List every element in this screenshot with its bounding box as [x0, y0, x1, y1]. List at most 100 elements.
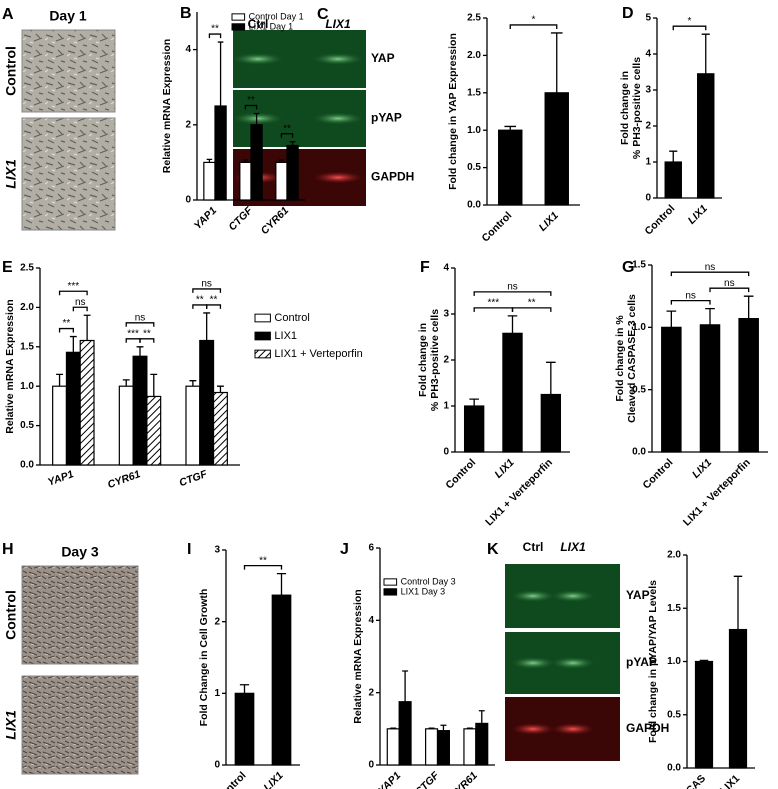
y-axis-label: Fold change in: [619, 71, 631, 145]
y-axis-label: Relative mRNA Expression: [352, 589, 364, 723]
significance-label: **: [247, 95, 255, 106]
bar: [203, 161, 216, 201]
y-axis-label: Fold change in pYAP/YAP Levels: [647, 580, 659, 743]
bar: [386, 728, 400, 766]
y-axis-label: Fold Change in Cell Growth: [198, 589, 210, 727]
error-bar: [666, 310, 677, 328]
x-tick-label: Control: [641, 457, 676, 492]
error-bar: [428, 727, 435, 729]
row-label: Control: [3, 590, 19, 640]
bar: [544, 92, 569, 206]
x-tick-label: CYR61: [259, 204, 292, 237]
y-tick-label: 1: [214, 688, 220, 699]
significance-label: ***: [127, 328, 139, 339]
significance-bracket: [139, 338, 155, 343]
bar: [540, 393, 562, 453]
bar: [664, 161, 682, 199]
significance-label: *: [688, 16, 692, 27]
bar: [52, 385, 68, 466]
significance-bracket: [58, 290, 88, 296]
error-bar: [206, 158, 213, 163]
error-bar: [546, 361, 556, 395]
micrograph: [21, 565, 139, 665]
y-tick-label: 0: [368, 760, 374, 771]
y-tick-label: 4: [185, 44, 191, 55]
bar: [271, 594, 292, 766]
legend-swatch: [254, 331, 271, 341]
y-tick-label: 1: [443, 401, 449, 412]
x-tick-label: CTGF: [226, 204, 255, 233]
band-label: pYAP: [626, 655, 657, 669]
x-tick-label: CYR61: [447, 769, 480, 789]
bar: [132, 355, 148, 466]
error-bar: [203, 312, 211, 341]
blot-band: [312, 112, 364, 125]
x-tick-label: CYR61: [106, 468, 142, 491]
bar: [146, 395, 162, 466]
x-tick-label: Control: [642, 203, 677, 238]
significance-bracket: [72, 306, 88, 312]
error-bar: [56, 373, 63, 387]
y-tick-label: 0: [443, 447, 449, 458]
bar: [661, 326, 682, 453]
legend-swatch: [383, 578, 398, 586]
x-tick-label: RCAS: [679, 773, 709, 789]
x-tick-label: LIX1: [690, 456, 714, 480]
x-tick-label: LIX1 + Verteporfin: [483, 457, 555, 529]
x-tick-label: Control: [479, 210, 514, 245]
x-tick-label: Control: [214, 770, 249, 789]
y-tick-label: 2.0: [667, 550, 681, 561]
legend-label: LIX1 Day 1: [249, 21, 294, 31]
x-tick-label: CTGF: [178, 468, 210, 489]
panel-label: G: [622, 259, 634, 276]
error-bar: [402, 670, 409, 702]
x-tick-label: YAP1: [376, 769, 403, 789]
significance-bracket: [670, 299, 711, 305]
error-bar: [150, 373, 158, 397]
panel-label: H: [2, 541, 14, 558]
error-bar: [504, 125, 517, 131]
y-tick-label: 6: [368, 543, 374, 554]
y-tick-label: 0: [645, 193, 651, 204]
blot-band: [551, 657, 595, 669]
bar: [79, 339, 95, 466]
significance-bracket: [473, 291, 552, 296]
y-tick-label: 4: [443, 263, 449, 274]
y-tick-label: 1.0: [20, 381, 34, 392]
panel-label: E: [2, 259, 13, 276]
significance-bracket: [244, 104, 258, 110]
y-tick-label: 3: [443, 309, 449, 320]
y-axis-label: Cleaved CASPASE-3 cells: [626, 294, 638, 423]
blot-band: [511, 657, 555, 669]
error-bar: [733, 575, 743, 630]
error-bar: [242, 159, 249, 163]
significance-label: ns: [724, 278, 735, 289]
significance-label: **: [211, 24, 219, 35]
significance-label: ***: [67, 281, 79, 292]
y-axis-label: % PH3-positive cells: [631, 57, 643, 159]
x-tick-label: Control: [443, 457, 478, 492]
bar: [286, 144, 299, 201]
legend-swatch: [254, 313, 271, 323]
bar: [199, 339, 215, 466]
significance-bracket: [243, 565, 283, 570]
bar: [728, 628, 748, 769]
lane-label: Ctrl: [523, 540, 544, 554]
y-tick-label: 4: [645, 49, 651, 60]
y-tick-label: 3: [645, 85, 651, 96]
blot-band: [312, 171, 364, 184]
band-label: GAPDH: [371, 170, 414, 184]
y-tick-label: 2: [185, 119, 191, 130]
significance-label: ns: [507, 281, 518, 292]
y-tick-label: 2: [645, 121, 651, 132]
error-bar: [217, 41, 224, 106]
y-tick-label: 0.5: [667, 709, 681, 720]
bar: [275, 161, 288, 201]
blot-band: [232, 112, 284, 125]
bar: [65, 351, 81, 466]
y-axis-label: Fold change in %: [614, 315, 626, 402]
micrograph: [21, 675, 139, 775]
significance-bracket: [206, 304, 222, 309]
x-tick-label: YAP1: [46, 468, 75, 488]
bar: [234, 692, 255, 766]
